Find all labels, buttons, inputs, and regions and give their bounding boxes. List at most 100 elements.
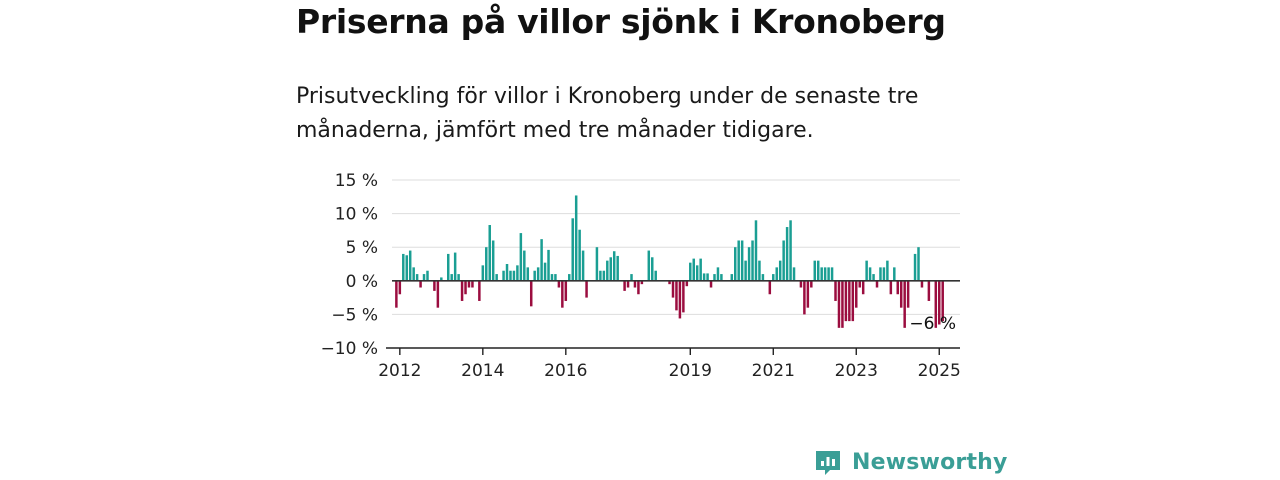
bar [561,280,564,308]
x-tick-label: 2016 [544,361,587,381]
bar [529,280,533,307]
bar [671,280,675,298]
bar [730,274,734,281]
bar [899,280,903,308]
bar [785,227,789,281]
brand-logo: Newsworthy [814,446,1008,478]
bar [823,267,827,281]
bar [440,277,443,281]
bar [640,280,644,285]
bar [495,274,498,281]
brand-name: Newsworthy [852,449,1008,475]
bar [855,280,858,308]
bar [699,258,702,281]
bar [505,264,509,281]
bar [422,274,426,281]
bar [526,267,530,281]
bar [478,280,481,301]
x-tick-label: 2012 [378,361,421,381]
bar [436,280,440,308]
bar [934,280,938,328]
y-tick-label: 15 % [335,171,378,191]
end-value-label: −6 % [909,314,956,334]
bar [415,274,419,281]
y-axis: 15 % 10 % 5 % 0 % −5 % −10 % [321,171,378,359]
bar [886,260,889,281]
bar [810,280,813,288]
y-tick-label: −5 % [331,305,378,325]
bar [405,255,408,281]
bar [754,220,758,281]
x-axis: 2012 2014 2016 2019 2021 2023 2025 [378,347,961,381]
bar [917,247,920,281]
bar [488,225,491,281]
bar [837,280,841,328]
bar [571,218,574,281]
bar [460,280,464,301]
y-tick-label: 0 % [346,272,378,292]
bar [450,274,453,281]
bar [581,250,585,281]
bar [848,280,851,322]
bar [557,280,561,288]
bar [512,270,516,281]
bar [865,260,868,281]
bar [682,280,685,313]
newsworthy-logo-icon [816,451,840,475]
bar [519,233,523,281]
bar [927,280,931,301]
bar [502,270,505,281]
bar [747,247,751,281]
bar [685,280,689,287]
bar [447,253,450,281]
bar [616,255,619,281]
bar [879,267,882,281]
x-tick-label: 2025 [918,361,961,381]
bar [706,273,709,281]
bar [457,274,460,281]
bar [654,270,657,281]
bar [806,280,810,308]
bar [734,247,737,281]
bar [716,267,720,281]
bar [737,240,740,281]
bar [471,280,474,288]
bar [491,240,495,281]
bar [533,270,536,281]
x-tick-label: 2021 [752,361,795,381]
bar [920,280,924,288]
bar [772,274,775,281]
bar [626,280,630,288]
y-tick-label: 5 % [346,238,378,258]
bar [913,253,917,281]
bar [740,240,744,281]
bar [751,240,754,281]
bar [834,280,837,301]
chart-title: Priserna på villor sjönk i Kronoberg [296,2,946,41]
bar [858,280,861,288]
bar [398,280,402,295]
bar [861,280,865,295]
bar [536,267,540,281]
bar [803,280,806,315]
bar [744,260,747,281]
bar [813,260,817,281]
bar [896,280,899,295]
bar [851,280,855,322]
bar [599,270,602,281]
bars [395,195,944,328]
y-tick-label: −10 % [321,339,378,359]
bar [713,274,716,281]
bar [568,274,571,281]
bar [623,280,626,291]
bar [606,260,609,281]
bar [941,280,944,322]
bar [678,280,682,319]
bar [768,280,772,295]
bar [554,274,557,281]
bar [668,280,671,285]
bar [585,280,588,298]
bar [761,274,765,281]
bar [758,260,761,281]
bar [799,280,803,288]
